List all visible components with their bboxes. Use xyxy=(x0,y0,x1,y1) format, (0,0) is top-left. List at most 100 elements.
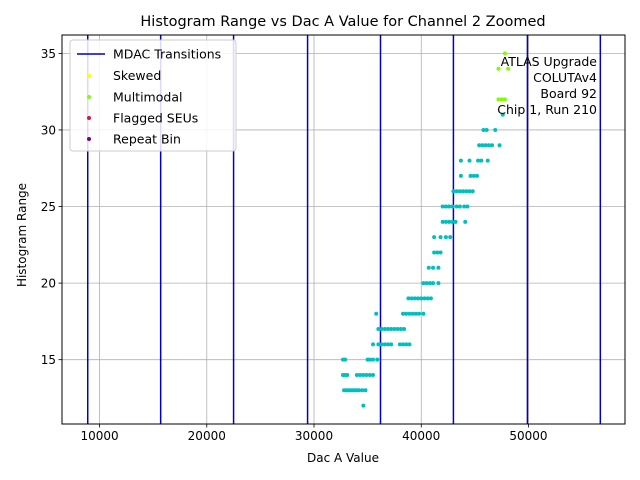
data-point xyxy=(421,281,426,286)
data-point xyxy=(374,311,379,316)
data-point xyxy=(447,204,452,209)
x-axis-ticks: 10000 20000 30000 40000 50000 xyxy=(80,424,548,443)
data-point xyxy=(477,143,482,148)
annotation-line: COLUTAv4 xyxy=(533,70,597,85)
data-point xyxy=(375,357,380,362)
data-point xyxy=(407,311,412,316)
data-point xyxy=(419,296,424,301)
data-point xyxy=(463,219,468,224)
data-point xyxy=(450,219,455,224)
legend-label: Multimodal xyxy=(113,90,182,105)
data-point xyxy=(436,281,441,286)
y-axis-ticks: 15 20 25 30 35 xyxy=(41,47,62,367)
data-point xyxy=(421,311,426,316)
data-point xyxy=(479,158,484,163)
y-tick-label: 30 xyxy=(41,123,56,137)
data-point xyxy=(407,342,412,347)
data-point xyxy=(484,127,489,132)
data-point xyxy=(450,204,455,209)
legend-marker-skewed xyxy=(87,74,91,78)
data-point xyxy=(361,403,366,408)
data-point xyxy=(464,189,469,194)
data-point xyxy=(435,250,440,255)
multimodal-point xyxy=(506,66,511,71)
data-point xyxy=(457,189,462,194)
data-point xyxy=(370,342,375,347)
data-point xyxy=(398,327,403,332)
data-point xyxy=(370,357,375,362)
data-point xyxy=(438,235,443,240)
data-point xyxy=(475,173,480,178)
annotation-line: ATLAS Upgrade xyxy=(501,54,598,69)
data-point xyxy=(490,143,495,148)
data-point xyxy=(386,327,391,332)
data-point xyxy=(500,112,505,117)
data-point xyxy=(458,158,463,163)
data-point xyxy=(376,342,381,347)
data-point xyxy=(480,143,485,148)
data-point xyxy=(386,342,391,347)
x-tick-label: 20000 xyxy=(188,429,226,443)
multimodal-point xyxy=(499,97,504,102)
data-point xyxy=(462,204,467,209)
data-point xyxy=(443,235,448,240)
data-point xyxy=(364,372,369,377)
data-point xyxy=(370,372,375,377)
data-point xyxy=(392,327,397,332)
y-axis-label: Histogram Range xyxy=(15,183,29,287)
legend: MDAC Transitions Skewed Multimodal Flagg… xyxy=(69,39,237,152)
data-point xyxy=(379,327,384,332)
data-point xyxy=(453,219,458,224)
data-point xyxy=(360,388,365,393)
data-point xyxy=(357,388,362,393)
multimodal-point xyxy=(502,97,507,102)
data-point xyxy=(404,342,409,347)
data-point xyxy=(376,327,381,332)
legend-label: Repeat Bin xyxy=(113,132,181,147)
data-point xyxy=(432,235,437,240)
data-point xyxy=(458,173,463,178)
data-point xyxy=(402,327,407,332)
annotation-line: Chip 1, Run 210 xyxy=(497,102,597,117)
y-tick-label: 15 xyxy=(41,353,56,367)
data-point xyxy=(395,327,400,332)
data-point xyxy=(425,296,430,301)
chart-title: Histogram Range vs Dac A Value for Chann… xyxy=(140,14,545,30)
data-point xyxy=(358,372,363,377)
legend-marker-multimodal xyxy=(87,95,91,99)
data-point xyxy=(409,296,414,301)
data-points xyxy=(340,51,511,408)
legend-label: MDAC Transitions xyxy=(113,47,221,62)
data-point xyxy=(413,311,418,316)
data-point xyxy=(389,342,394,347)
data-point xyxy=(363,388,368,393)
legend-marker-flagged-seus xyxy=(87,116,91,120)
data-point xyxy=(354,372,359,377)
data-point xyxy=(443,204,448,209)
data-point xyxy=(485,158,490,163)
legend-box xyxy=(69,39,237,152)
data-point xyxy=(404,311,409,316)
data-point xyxy=(412,296,417,301)
legend-marker-repeat-bin xyxy=(87,137,91,141)
data-point xyxy=(416,296,421,301)
data-point xyxy=(426,265,431,270)
data-point xyxy=(447,219,452,224)
y-tick-label: 20 xyxy=(41,277,56,291)
plot-frame xyxy=(61,34,626,425)
data-point xyxy=(471,173,476,178)
x-tick-label: 30000 xyxy=(295,429,333,443)
x-tick-label: 40000 xyxy=(402,429,440,443)
data-point xyxy=(440,204,445,209)
data-point xyxy=(467,189,472,194)
annotation-line: Board 92 xyxy=(540,86,597,101)
data-point xyxy=(468,173,473,178)
data-point xyxy=(417,311,422,316)
data-point xyxy=(443,219,448,224)
y-tick-label: 35 xyxy=(41,47,56,61)
data-point xyxy=(483,143,488,148)
multimodal-point xyxy=(502,51,507,56)
x-tick-label: 10000 xyxy=(80,429,118,443)
data-point xyxy=(432,250,437,255)
